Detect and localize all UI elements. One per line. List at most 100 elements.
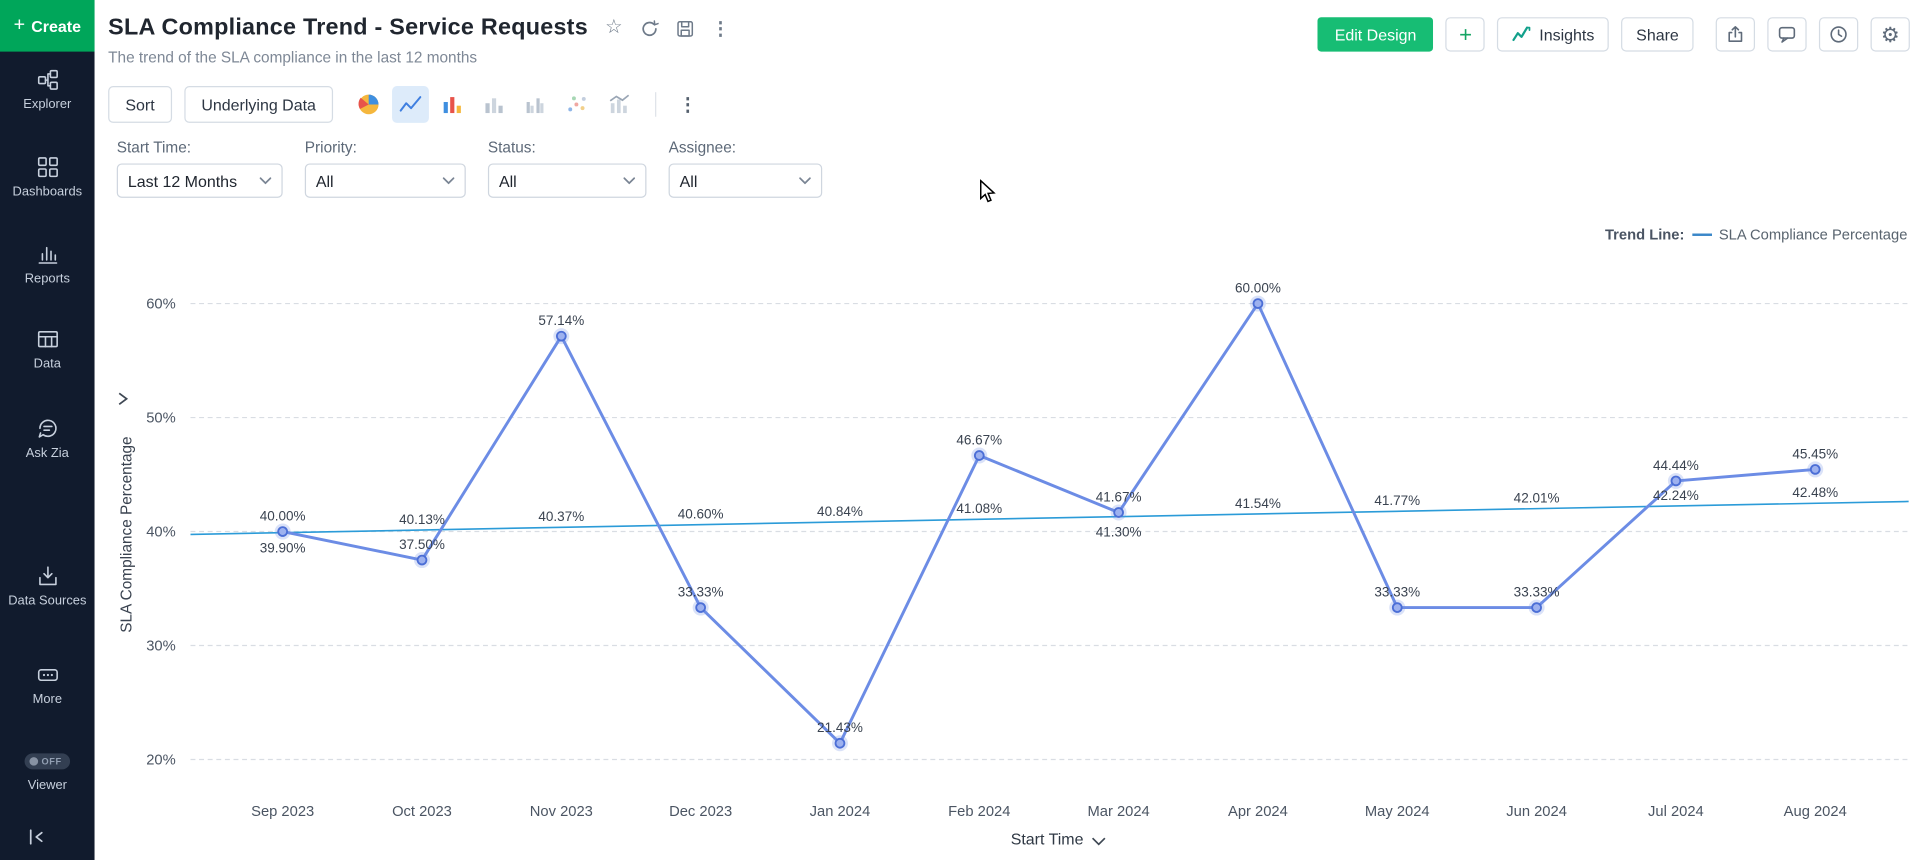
viewer-toggle[interactable]: OFF [24,753,71,770]
data-sources-icon [38,566,57,586]
chart-legend: Trend Line: SLA Compliance Percentage [1605,226,1907,243]
data-icon [37,331,58,348]
add-report-button[interactable]: + [1445,17,1486,52]
sidebar-item-more[interactable]: More [0,664,95,708]
filter-label: Priority: [304,138,357,157]
selected-value: Last 12 Months [127,171,238,190]
start-time-select[interactable]: Last 12 Months [116,163,283,198]
combo-chart-icon[interactable] [601,86,638,123]
sort-button[interactable]: Sort [108,86,172,123]
svg-text:40.84%: 40.84% [817,504,863,519]
explorer-icon [37,69,58,90]
svg-text:33.33%: 33.33% [1514,585,1560,600]
scatter-plot-icon[interactable] [559,86,596,123]
save-icon[interactable] [676,19,694,37]
filter-label: Assignee: [668,138,737,157]
reports-icon [37,246,57,264]
svg-text:40.13%: 40.13% [399,512,445,527]
svg-text:41.54%: 41.54% [1235,496,1281,511]
comments-button[interactable] [1767,17,1807,52]
svg-text:60.00%: 60.00% [1235,281,1281,296]
create-button[interactable]: + Create [0,0,95,52]
svg-text:33.33%: 33.33% [678,585,724,600]
plus-icon: + [13,14,26,36]
bar-chart-icon[interactable] [434,86,471,123]
chevron-down-icon [623,177,636,185]
status-select[interactable]: All [487,163,647,198]
trend-chart[interactable]: 20% 30% 40% 50% 60% Sep 2023 Oct 2023 Nov 2023 D… [95,0,1920,860]
sidebar-item-reports[interactable]: Reports [0,243,95,287]
svg-text:50%: 50% [146,410,175,426]
svg-text:40.37%: 40.37% [538,509,584,524]
chart-type-group [350,86,638,123]
svg-text:SLA Compliance Percentage: SLA Compliance Percentage [119,436,136,632]
title-more-icon[interactable]: ⋮ [711,17,730,39]
edit-design-button[interactable]: Edit Design [1317,17,1434,52]
insights-button[interactable]: Insights [1497,17,1610,52]
plus-icon: + [1459,22,1473,47]
svg-text:Dec 2023: Dec 2023 [669,804,732,820]
svg-text:46.67%: 46.67% [956,432,1002,447]
sidebar-item-label: Dashboards [12,184,83,200]
svg-text:Aug 2024: Aug 2024 [1784,804,1847,820]
svg-text:41.77%: 41.77% [1374,493,1420,508]
sidebar-item-label: Reports [24,271,70,287]
export-icon [1728,25,1743,42]
svg-text:44.44%: 44.44% [1653,458,1699,473]
legend-title: Trend Line: [1604,226,1685,244]
svg-text:40.00%: 40.00% [260,508,306,523]
sidebar-item-data[interactable]: Data [0,328,95,372]
grouped-bar-icon[interactable] [517,86,554,123]
comment-icon [1778,26,1796,43]
svg-text:39.90%: 39.90% [260,540,306,555]
selected-value: All [315,171,334,190]
favorite-star-icon[interactable]: ☆ [605,17,623,39]
underlying-data-button[interactable]: Underlying Data [184,86,334,123]
refresh-icon[interactable] [640,19,659,37]
sidebar-item-label: More [32,691,63,707]
pie-chart-icon[interactable] [350,86,387,123]
sidebar-item-label: Explorer [23,97,72,112]
main-content: SLA Compliance Trend - Service Requests … [94,0,1920,860]
svg-text:37.50%: 37.50% [399,537,445,552]
assignee-select[interactable]: All [668,163,823,198]
insights-label: Insights [1539,25,1595,44]
filter-label: Status: [487,138,536,157]
priority-filter: Priority: All [304,138,466,198]
toolbar-divider [655,92,657,117]
priority-select[interactable]: All [304,163,466,198]
svg-text:Jul 2024: Jul 2024 [1648,804,1704,820]
sidebar-item-ask-zia[interactable]: Ask Zia [0,418,95,462]
history-clock-icon [1830,26,1847,43]
svg-text:20%: 20% [146,752,175,768]
share-button[interactable]: Share [1621,17,1694,52]
sidebar-item-dashboards[interactable]: Dashboards [0,156,95,200]
collapse-sidebar-button[interactable] [25,826,47,854]
svg-text:Apr 2024: Apr 2024 [1228,804,1288,820]
svg-text:60%: 60% [146,296,175,312]
toolbar-more-icon[interactable]: ⋮ [678,94,697,116]
svg-text:42.01%: 42.01% [1514,490,1560,505]
ask-zia-icon [37,419,57,438]
line-chart-icon[interactable] [392,86,429,123]
svg-text:Sep 2023: Sep 2023 [251,804,314,820]
svg-text:45.45%: 45.45% [1792,446,1838,461]
version-history-button[interactable] [1818,17,1859,52]
stacked-bar-icon[interactable] [476,86,513,123]
svg-text:Jun 2024: Jun 2024 [1506,804,1567,820]
settings-button[interactable]: ⚙ [1870,17,1910,52]
sidebar: + Create Explorer Dashboards Reports Dat… [0,0,95,860]
start-time-filter: Start Time: Last 12 Months [116,139,283,198]
svg-text:40.60%: 40.60% [678,507,724,522]
chevron-down-icon [259,177,272,185]
svg-text:Start Time: Start Time [1011,831,1084,848]
sidebar-item-explorer[interactable]: Explorer [0,69,95,113]
status-filter: Status: All [487,138,647,198]
svg-text:42.24%: 42.24% [1653,488,1699,503]
export-button[interactable] [1715,17,1756,52]
assignee-filter: Assignee: All [668,138,823,198]
legend-entry[interactable]: SLA Compliance Percentage [1718,226,1908,244]
chevron-down-icon [442,177,455,185]
sidebar-item-data-sources[interactable]: Data Sources [0,565,95,609]
